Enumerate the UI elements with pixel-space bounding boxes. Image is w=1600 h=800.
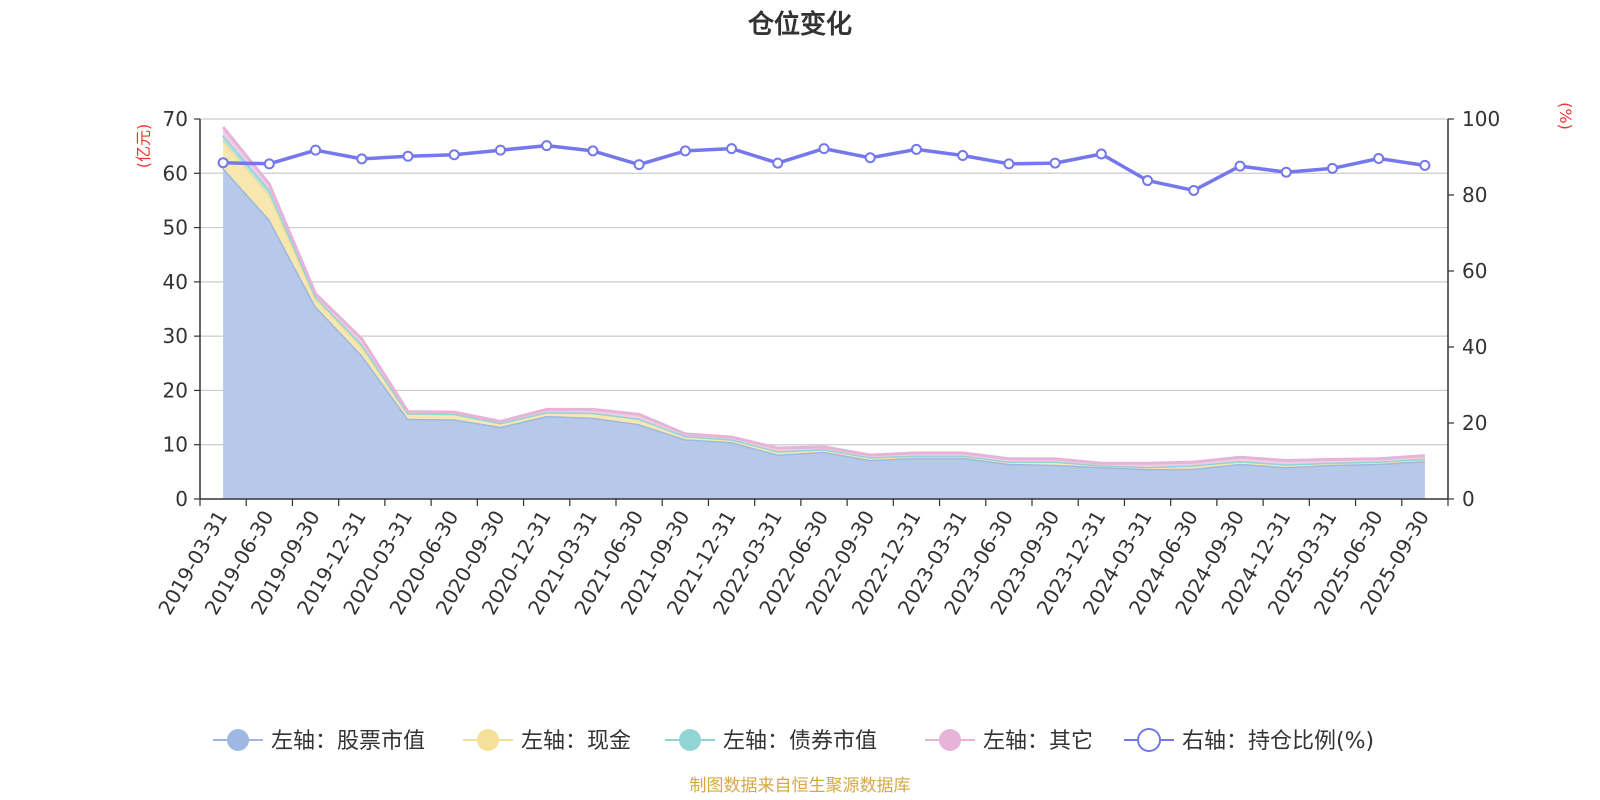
- ratio-point: [679, 145, 691, 157]
- right-tick-label: 0: [1462, 487, 1475, 511]
- ratio-point: [1142, 175, 1154, 187]
- right-tick-label: 60: [1462, 259, 1487, 283]
- left-tick-label: 40: [163, 270, 188, 294]
- legend-item: 左轴：现金: [463, 729, 631, 754]
- chart-title: 仓位变化: [747, 9, 852, 40]
- legend-label: 右轴：持仓比例(%): [1182, 729, 1374, 754]
- left-tick-label: 0: [175, 487, 188, 511]
- legend-marker: [227, 729, 249, 751]
- ratio-point: [356, 153, 368, 165]
- ratio-point: [1049, 157, 1061, 169]
- legend-label: 左轴：股票市值: [271, 729, 425, 754]
- ratio-point: [633, 159, 645, 171]
- legend-marker: [1137, 728, 1161, 752]
- right-tick-label: 40: [1462, 335, 1487, 359]
- stacked-areas: [221, 126, 1426, 499]
- legend: 左轴：股票市值 左轴：现金 左轴：债券市值 左轴：其它 右轴：持仓比例(%): [213, 728, 1374, 754]
- ratio-point: [1326, 162, 1338, 174]
- ratio-point: [587, 145, 599, 157]
- legend-label: 左轴：债券市值: [723, 729, 877, 754]
- right-tick-label: 80: [1462, 183, 1487, 207]
- left-tick-label: 30: [163, 324, 188, 348]
- legend-marker: [477, 729, 499, 751]
- ratio-point: [910, 143, 922, 155]
- area-左轴：股票市值: [223, 167, 1425, 499]
- legend-item: 左轴：债券市值: [665, 729, 877, 754]
- legend-item: 右轴：持仓比例(%): [1124, 728, 1374, 754]
- position-ratio-line: [217, 140, 1431, 196]
- ratio-point: [864, 152, 876, 164]
- ratio-point: [217, 157, 229, 169]
- grid-lines: [200, 118, 1448, 446]
- legend-marker: [679, 729, 701, 751]
- legend-label: 左轴：现金: [521, 729, 631, 754]
- ratio-point: [494, 144, 506, 156]
- legend-label: 左轴：其它: [983, 729, 1093, 754]
- ratio-point: [1003, 158, 1015, 170]
- ratio-point: [402, 150, 414, 162]
- ratio-point: [448, 149, 460, 161]
- right-tick-label: 100: [1462, 107, 1500, 131]
- source-note: 制图数据来自恒生聚源数据库: [690, 776, 911, 796]
- ratio-point: [310, 144, 322, 156]
- left-tick-label: 10: [163, 433, 188, 457]
- ratio-point: [263, 158, 275, 170]
- ratio-point: [1188, 184, 1200, 196]
- ratio-point: [1373, 153, 1385, 165]
- left-tick-label: 20: [163, 378, 188, 402]
- left-tick-label: 70: [163, 107, 188, 131]
- left-tick-label: 50: [163, 216, 188, 240]
- ratio-point: [726, 143, 738, 155]
- right-tick-label: 20: [1462, 411, 1487, 435]
- ratio-point: [818, 143, 830, 155]
- ratio-point: [957, 149, 969, 161]
- ratio-point: [1280, 166, 1292, 178]
- ratio-point: [541, 140, 553, 152]
- ratio-point: [1095, 148, 1107, 160]
- legend-item: 左轴：股票市值: [213, 729, 425, 754]
- legend-marker: [939, 729, 961, 751]
- left-axis-unit: (亿元): [134, 124, 153, 169]
- left-tick-label: 60: [163, 161, 188, 185]
- right-axis-unit: (%): [1556, 102, 1575, 130]
- area-edge-左轴：其它: [221, 126, 1426, 465]
- ratio-point: [772, 157, 784, 169]
- legend-item: 左轴：其它: [925, 729, 1093, 754]
- ratio-point: [1234, 160, 1246, 172]
- ratio-point: [1419, 159, 1431, 171]
